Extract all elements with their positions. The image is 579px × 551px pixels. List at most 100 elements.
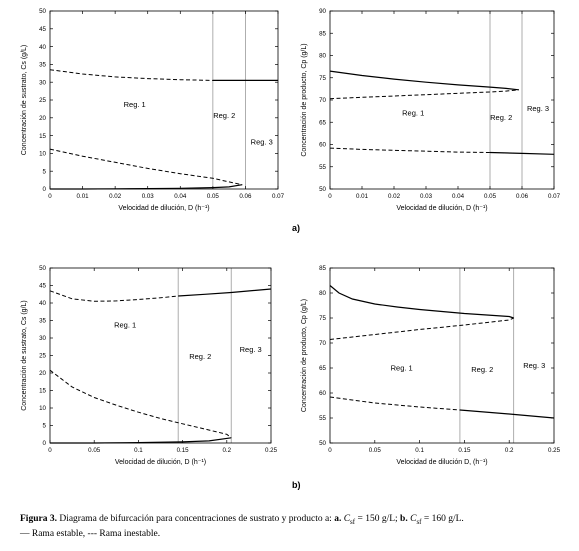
unstable-branch-line xyxy=(329,317,514,340)
figure-caption: Figura 3. Diagrama de bifurcación para c… xyxy=(20,513,570,540)
x-tick-label: 0.1 xyxy=(415,447,424,454)
y-tick-label: 50 xyxy=(39,8,46,15)
plot-frame xyxy=(329,10,555,190)
y-axis-label: Concentración de producto, Cp (g/L) xyxy=(301,43,308,156)
region-label: Reg. 2 xyxy=(490,113,512,122)
x-axis-label: Velocidad de dilución D, (h⁻¹) xyxy=(396,459,487,466)
chart-b-left: 0 0.05 0.1 0.15 0.2 0.25 0 5 10 15 20 25 30 35 40 45 50 V… xyxy=(21,265,278,466)
region-label: Reg. 2 xyxy=(189,352,211,361)
caption-line-1: Figura 3. Diagrama de bifurcación para c… xyxy=(20,513,570,528)
caption-a-symbol: C xyxy=(343,514,351,524)
x-tick-label: 0.25 xyxy=(548,447,561,454)
x-tick-label: 0.07 xyxy=(272,193,285,200)
y-tick-label: 15 xyxy=(39,388,46,395)
y-tick-label: 65 xyxy=(319,119,326,126)
x-tick-label: 0.01 xyxy=(356,193,369,200)
region-label: Reg. 1 xyxy=(124,100,146,109)
caption-b-symbol: C xyxy=(410,514,417,524)
unstable-branch-line xyxy=(49,148,243,186)
stable-branch-line xyxy=(50,437,232,444)
y-tick-label: 85 xyxy=(319,265,326,272)
x-tick-label: 0.2 xyxy=(505,447,514,454)
region-label: Reg. 3 xyxy=(240,345,262,354)
stable-branch-line xyxy=(329,70,519,91)
chart-b-right: 0 0.05 0.1 0.15 0.2 0.25 50 55 60 65 70 75 80 85 Veloc… xyxy=(301,265,561,466)
y-tick-label: 40 xyxy=(39,300,46,307)
x-tick-label: 0.04 xyxy=(174,193,187,200)
x-tick-label: 0 xyxy=(48,193,52,200)
y-tick-label: 80 xyxy=(319,53,326,60)
x-tick-label: 0.06 xyxy=(516,193,529,200)
y-tick-label: 50 xyxy=(39,265,46,272)
unstable-branch-line xyxy=(329,396,460,411)
region-label: Reg. 3 xyxy=(251,138,273,147)
stable-branch-line xyxy=(329,285,514,319)
region-label: Reg. 2 xyxy=(471,365,493,374)
y-tick-label: 45 xyxy=(39,283,46,290)
x-tick-label: 0.03 xyxy=(142,193,155,200)
region-label: Reg. 1 xyxy=(391,364,413,373)
caption-a-label: a. xyxy=(334,514,342,524)
stable-branch-line xyxy=(489,151,555,155)
plot-frame xyxy=(329,267,555,444)
stable-branch-line xyxy=(178,288,272,297)
y-tick-label: 70 xyxy=(319,340,326,347)
x-axis-label: Velocidad de dilución, D (h⁻¹) xyxy=(115,459,206,466)
y-axis-label: Concentración de sustrato, Cs (g/L) xyxy=(21,300,28,411)
x-tick-label: 0.04 xyxy=(452,193,465,200)
x-tick-label: 0.02 xyxy=(109,193,122,200)
x-tick-label: 0.01 xyxy=(77,193,90,200)
x-tick-label: 0.07 xyxy=(548,193,561,200)
y-tick-label: 0 xyxy=(43,440,47,447)
y-tick-label: 30 xyxy=(39,79,46,86)
stable-branch-line xyxy=(50,184,243,190)
y-tick-label: 75 xyxy=(319,315,326,322)
y-axis-label: Concentración de sustrato, Cs (g/L) xyxy=(21,45,28,156)
x-tick-label: 0.15 xyxy=(177,447,190,454)
unstable-branch-line xyxy=(329,147,491,153)
stable-branch-line xyxy=(459,409,555,419)
y-axis-label: Concentración de producto, Cp (g/L) xyxy=(301,299,308,412)
x-tick-label: 0.05 xyxy=(207,193,220,200)
x-tick-label: 0 xyxy=(328,193,332,200)
caption-figure-label: Figura 3. xyxy=(20,514,57,524)
y-tick-label: 30 xyxy=(39,335,46,342)
x-tick-label: 0.02 xyxy=(388,193,401,200)
y-tick-label: 35 xyxy=(39,318,46,325)
plot-frame xyxy=(49,10,279,190)
caption-b-label: b. xyxy=(400,514,408,524)
y-tick-label: 55 xyxy=(319,164,326,171)
x-axis-label: Velocidad de dilución, D (h⁻¹) xyxy=(396,205,487,212)
y-tick-label: 10 xyxy=(39,151,46,158)
y-tick-label: 80 xyxy=(319,290,326,297)
x-tick-label: 0.15 xyxy=(458,447,471,454)
y-tick-label: 25 xyxy=(39,97,46,104)
y-tick-label: 90 xyxy=(319,8,326,15)
y-tick-label: 85 xyxy=(319,30,326,37)
y-tick-label: 20 xyxy=(39,115,46,122)
unstable-branch-line xyxy=(49,369,232,439)
y-tick-label: 40 xyxy=(39,44,46,51)
region-label: Reg. 1 xyxy=(402,109,424,118)
unstable-branch-line xyxy=(329,89,519,100)
panel-label-b: b) xyxy=(292,480,301,490)
y-tick-label: 25 xyxy=(39,353,46,360)
y-tick-label: 45 xyxy=(39,26,46,33)
x-axis-label: Velocidad de dilución, D (h⁻¹) xyxy=(118,205,209,212)
y-tick-label: 60 xyxy=(319,390,326,397)
x-tick-label: 0.05 xyxy=(88,447,101,454)
y-tick-label: 0 xyxy=(43,186,47,193)
caption-text: Diagrama de bifurcación para concentraci… xyxy=(59,514,332,524)
plots-canvas: 0 0.01 0.02 0.03 0.04 0.05 0.06 0.07 0 5 10 15 20 25 3… xyxy=(21,8,561,466)
y-tick-label: 65 xyxy=(319,365,326,372)
x-tick-label: 0.25 xyxy=(265,447,278,454)
y-tick-label: 5 xyxy=(43,168,47,175)
y-tick-label: 35 xyxy=(39,62,46,69)
y-tick-label: 5 xyxy=(43,423,47,430)
x-tick-label: 0.03 xyxy=(420,193,433,200)
caption-b-value: = 160 g/L. xyxy=(421,514,464,524)
y-tick-label: 55 xyxy=(319,415,326,422)
x-tick-label: 0.05 xyxy=(484,193,497,200)
unstable-branch-line xyxy=(49,69,213,81)
